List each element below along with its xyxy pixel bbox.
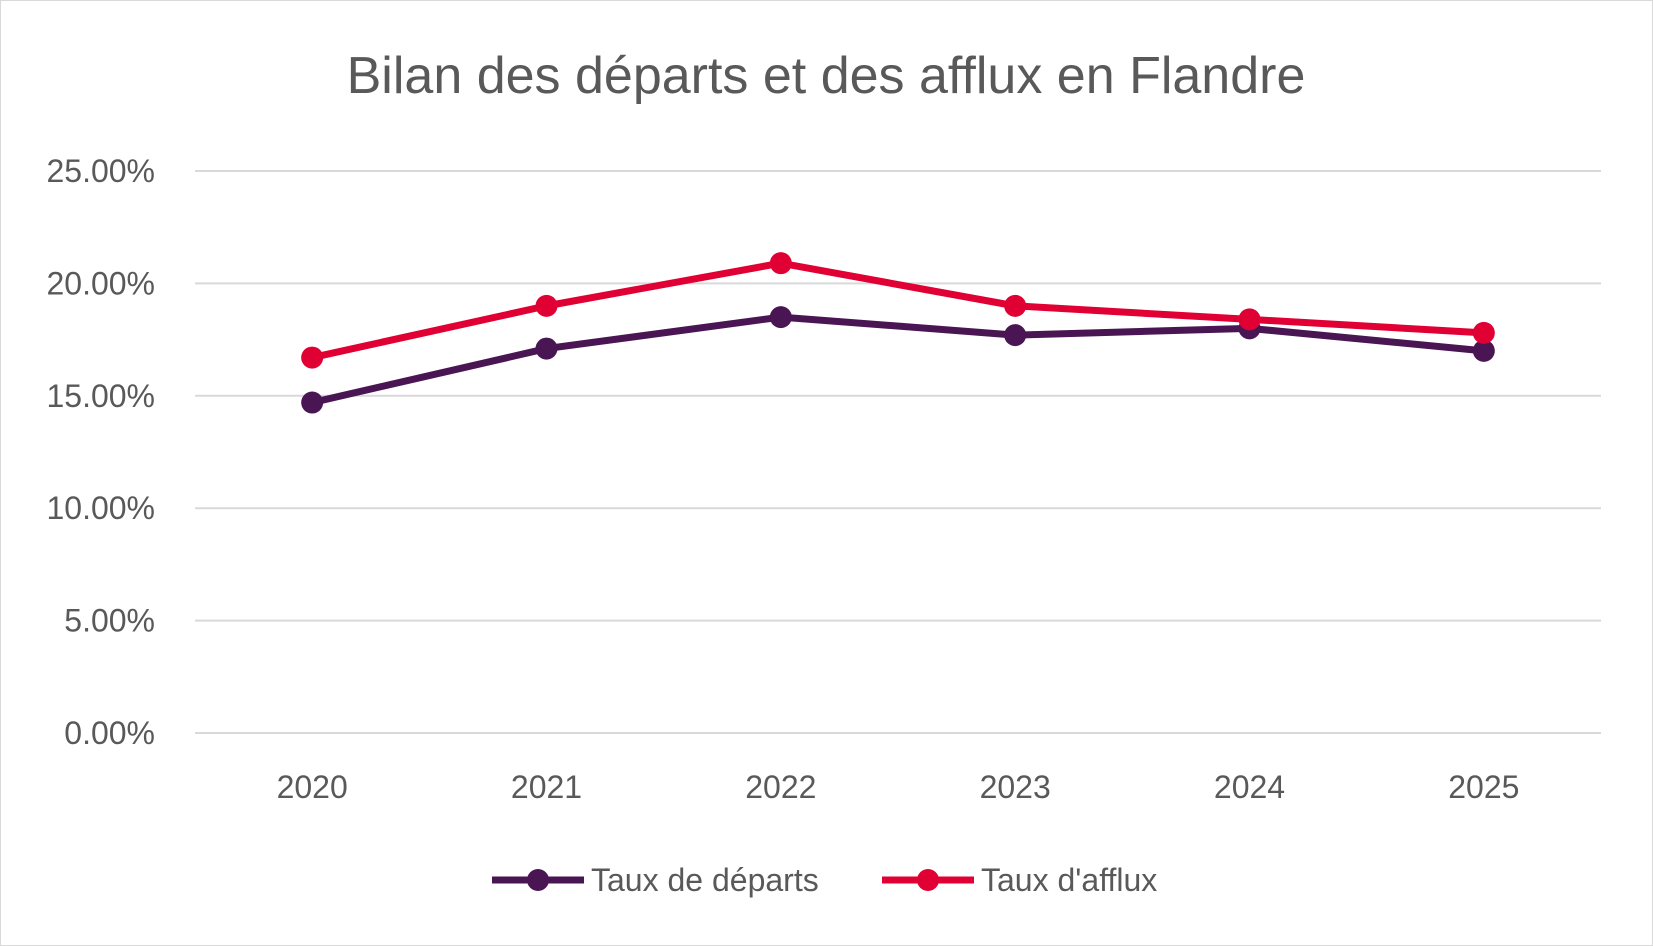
x-tick-label: 2021 (511, 769, 582, 805)
data-point (1004, 294, 1027, 317)
data-point (1472, 321, 1495, 344)
data-point (301, 391, 324, 414)
y-tick-label: 10.00% (46, 490, 155, 526)
y-tick-label: 25.00% (46, 153, 155, 189)
data-point (301, 346, 324, 369)
y-tick-label: 0.00% (64, 715, 155, 751)
data-point (535, 294, 558, 317)
legend-label: Taux d'afflux (981, 862, 1157, 898)
x-tick-label: 2025 (1448, 769, 1519, 805)
y-tick-label: 5.00% (64, 603, 155, 639)
series-line-0 (311, 313, 1485, 406)
y-tick-label: 15.00% (46, 378, 155, 414)
data-point (769, 252, 792, 275)
series-line-1 (311, 259, 1485, 362)
data-point (769, 306, 792, 329)
x-tick-label: 2024 (1214, 769, 1285, 805)
data-point (1472, 339, 1495, 362)
chart-title: Bilan des départs et des afflux en Fland… (347, 47, 1306, 105)
data-point (535, 337, 558, 360)
x-tick-label: 2022 (745, 769, 816, 805)
legend-label: Taux de départs (591, 862, 819, 898)
data-point (1004, 324, 1027, 347)
y-tick-label: 20.00% (46, 265, 155, 301)
legend-marker-0 (527, 869, 549, 891)
x-tick-label: 2023 (980, 769, 1051, 805)
data-point (1238, 308, 1261, 331)
legend-marker-1 (917, 869, 939, 891)
x-tick-label: 2020 (277, 769, 348, 805)
